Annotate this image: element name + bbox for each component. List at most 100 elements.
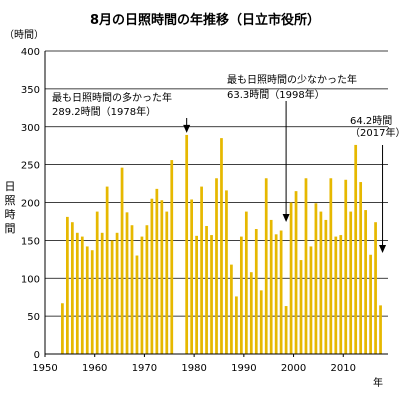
bar bbox=[254, 229, 258, 354]
bar bbox=[90, 250, 94, 354]
bar bbox=[364, 210, 367, 354]
bar bbox=[269, 219, 273, 354]
bar bbox=[329, 178, 333, 354]
bar bbox=[145, 225, 149, 354]
bar bbox=[210, 235, 213, 354]
bar bbox=[244, 211, 248, 354]
bar bbox=[230, 264, 233, 354]
x-tick-labels: 1950 1960 1970 1980 1990 2000 2010 bbox=[32, 354, 356, 374]
bar bbox=[61, 303, 64, 354]
annotation-arrows bbox=[183, 101, 387, 253]
bar bbox=[379, 305, 382, 354]
bar bbox=[334, 236, 338, 354]
bar bbox=[344, 179, 348, 354]
bar bbox=[120, 167, 124, 354]
bar bbox=[70, 222, 74, 354]
y-axis-label: 日 照 時 間 bbox=[5, 180, 16, 235]
chart-title: 8月の日照時間の年推移（日立市役所） bbox=[90, 12, 320, 28]
bar bbox=[95, 211, 99, 354]
bar bbox=[314, 203, 318, 354]
bar bbox=[239, 236, 243, 354]
bar bbox=[369, 254, 372, 354]
y-tick-label: 400 bbox=[21, 47, 40, 58]
x-tick-label: 2010 bbox=[331, 363, 356, 374]
bar bbox=[294, 191, 298, 354]
bar bbox=[225, 190, 228, 354]
bar bbox=[135, 255, 139, 354]
annotation-most: 最も日照時間の多かった年 289.2時間（1978年） bbox=[52, 91, 172, 118]
bar bbox=[304, 178, 308, 354]
bar bbox=[160, 200, 164, 354]
y-tick-label: 300 bbox=[21, 123, 40, 134]
y-tick-label: 100 bbox=[21, 274, 40, 285]
bar bbox=[125, 212, 129, 354]
y-tick-label: 350 bbox=[21, 85, 40, 96]
bar bbox=[150, 198, 154, 354]
x-tick-label: 1980 bbox=[181, 363, 206, 374]
y-tick-label: 150 bbox=[21, 236, 40, 247]
bar bbox=[289, 202, 293, 354]
bar bbox=[274, 234, 278, 354]
bar bbox=[359, 182, 363, 354]
bar bbox=[185, 134, 189, 354]
axes bbox=[44, 51, 388, 355]
y-axis-label-char-2: 照 bbox=[5, 194, 16, 207]
bar-series bbox=[61, 134, 382, 354]
y-axis-label-char-4: 間 bbox=[5, 222, 16, 235]
bar bbox=[105, 186, 109, 354]
bar bbox=[115, 232, 119, 354]
x-axis-label: 年 bbox=[373, 376, 383, 389]
arrow-most-head bbox=[183, 124, 191, 133]
bar bbox=[349, 211, 353, 354]
annotation-latest-line1: 64.2時間 bbox=[350, 115, 392, 127]
bar bbox=[284, 306, 288, 354]
y-unit-label: （時間） bbox=[4, 29, 44, 41]
x-tick-label: 1990 bbox=[231, 363, 256, 374]
bar bbox=[200, 186, 203, 354]
x-tick-label: 1970 bbox=[132, 363, 157, 374]
bar bbox=[66, 216, 69, 354]
bar bbox=[170, 160, 174, 354]
bar bbox=[339, 235, 343, 354]
y-axis-label-char-1: 日 bbox=[5, 180, 16, 193]
x-tick-label: 1950 bbox=[32, 363, 57, 374]
bar bbox=[324, 219, 328, 354]
bar bbox=[100, 232, 104, 354]
bar bbox=[264, 178, 268, 354]
annotation-latest: 64.2時間 （2017年） bbox=[350, 115, 400, 139]
y-tick-label: 50 bbox=[27, 312, 40, 323]
bar bbox=[374, 222, 377, 354]
bar bbox=[259, 290, 263, 354]
bar bbox=[309, 246, 313, 354]
bar bbox=[110, 240, 114, 354]
bar bbox=[354, 144, 358, 354]
annotation-least: 最も日照時間の少なかった年 63.3時間（1998年） bbox=[227, 73, 357, 101]
bar bbox=[235, 296, 238, 354]
annotation-least-line2: 63.3時間（1998年） bbox=[227, 88, 325, 101]
y-tick-label: 0 bbox=[34, 350, 40, 361]
bar bbox=[80, 236, 84, 354]
x-tick-label: 2000 bbox=[281, 363, 306, 374]
bar bbox=[220, 138, 223, 354]
bar bbox=[299, 260, 303, 354]
bar bbox=[165, 211, 169, 354]
annotation-most-line2: 289.2時間（1978年） bbox=[52, 105, 156, 118]
y-axis-label-char-3: 時 bbox=[5, 208, 16, 221]
bar bbox=[140, 236, 144, 354]
bar bbox=[205, 225, 208, 354]
annotation-latest-line2: （2017年） bbox=[350, 126, 400, 139]
y-tick-label: 250 bbox=[21, 161, 40, 172]
y-tick-labels: 0 50 100 150 200 250 300 350 400 bbox=[21, 47, 40, 361]
x-tick-label: 1960 bbox=[82, 363, 107, 374]
bar bbox=[75, 232, 79, 354]
arrow-least-head bbox=[282, 214, 290, 222]
bar bbox=[190, 199, 194, 354]
y-tick-label: 200 bbox=[21, 199, 40, 210]
bar bbox=[155, 188, 159, 354]
bar bbox=[279, 230, 283, 354]
bar bbox=[195, 235, 198, 354]
annotation-least-line1: 最も日照時間の少なかった年 bbox=[227, 73, 357, 86]
bar bbox=[215, 178, 218, 354]
annotation-most-line1: 最も日照時間の多かった年 bbox=[52, 91, 172, 104]
